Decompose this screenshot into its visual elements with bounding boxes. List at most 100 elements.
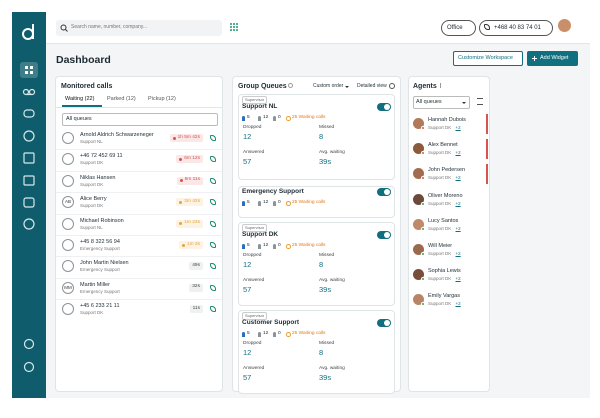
waiting-icon: [286, 244, 291, 249]
toggle-knob: [384, 232, 390, 238]
dialpad-icon[interactable]: [228, 21, 240, 33]
stat-label: Dropped: [243, 341, 262, 346]
nav-settings-ext[interactable]: [23, 218, 35, 230]
agent-avatar: [413, 168, 424, 180]
filter-select[interactable]: [413, 96, 470, 109]
agent-extra: +2: [455, 125, 461, 130]
wait-badge: 1m 23s: [176, 219, 203, 228]
row-divider: [56, 149, 222, 151]
filter-select[interactable]: [62, 113, 218, 126]
agent-name: Will Meier: [428, 243, 453, 249]
stat-value: 39s: [319, 373, 332, 382]
toggle-knob: [384, 189, 390, 195]
stat-members: 5: [247, 200, 250, 205]
caller-avatar: [62, 217, 74, 230]
stat-value: 12: [243, 348, 252, 357]
nav-globe[interactable]: [23, 130, 35, 142]
location-pill[interactable]: [441, 20, 476, 36]
tab[interactable]: Pickup (12): [148, 96, 176, 102]
tab-underline: [62, 105, 102, 107]
stat-value: 57: [243, 285, 252, 294]
wait-dot: [179, 200, 182, 204]
wait-badge: 1m 3s: [178, 241, 203, 249]
stat-calls: 12: [263, 200, 269, 205]
plus-icon: [534, 56, 535, 61]
stat-value: 8: [319, 260, 324, 269]
supervisor-tag: Supervisor: [242, 224, 268, 232]
agent-avatar: [413, 143, 424, 155]
queue-card: [238, 186, 395, 218]
stat-icon: [258, 332, 261, 337]
stat-label: Missed: [319, 341, 335, 346]
queue-card: [238, 310, 395, 394]
presence-dot: [421, 252, 425, 256]
call-button[interactable]: [210, 306, 216, 313]
queue-name: Support DK: [242, 231, 279, 238]
stat-value: 12: [243, 132, 252, 141]
stat-label: Missed: [319, 253, 335, 258]
agent-extra: +2: [455, 200, 461, 206]
caller-name: Alice Berry: [80, 196, 107, 203]
waiting-calls: 25 Waiting calls: [292, 115, 326, 120]
nav-voicemail[interactable]: [22, 88, 36, 96]
filter-icon[interactable]: [477, 98, 483, 105]
stat-available: 0: [278, 243, 281, 248]
call-button[interactable]: [210, 242, 216, 248]
view-checkbox[interactable]: [389, 82, 395, 89]
call-button[interactable]: [210, 177, 216, 184]
call-button[interactable]: [210, 135, 216, 141]
call-button[interactable]: [210, 263, 216, 270]
page-title: Dashboard: [56, 54, 111, 66]
wait-badge: 6m 12s: [176, 155, 203, 164]
nav-calendar[interactable]: [23, 175, 35, 186]
search-box[interactable]: [56, 20, 222, 36]
nav-help[interactable]: [23, 338, 35, 350]
caller-avatar: [62, 281, 74, 294]
agent-extra: +2: [455, 301, 461, 307]
call-button[interactable]: [210, 284, 216, 291]
customize-button[interactable]: [453, 51, 523, 66]
nav-chat[interactable]: [23, 109, 35, 118]
sort-select[interactable]: Custom order: [313, 83, 344, 89]
stat-members: 5: [247, 243, 250, 248]
caller-queue: Emergency Support: [80, 288, 120, 294]
presence-dot: [421, 226, 425, 231]
wait-dot: [182, 243, 185, 247]
button-label[interactable]: Add Widget: [540, 54, 569, 61]
search-icon: [60, 24, 68, 32]
add-widget-button[interactable]: [527, 51, 578, 66]
stat-members: 5: [247, 331, 250, 336]
agent-name: John Pedersen: [428, 167, 465, 174]
agent-queue: Support DK: [428, 276, 452, 282]
caller-queue: Emergency Support: [80, 246, 120, 251]
phone-pill[interactable]: [479, 20, 553, 36]
button-label[interactable]: Customize Workspace: [458, 54, 513, 61]
panel-title: Group Queues: [238, 83, 287, 90]
agent-queue: Support DK: [428, 301, 452, 307]
user-avatar[interactable]: [558, 19, 571, 32]
stat-available: 0: [278, 115, 281, 120]
stat-calls: 12: [263, 331, 269, 336]
stat-icon: [273, 244, 276, 249]
nav-groups[interactable]: [23, 197, 35, 208]
call-button[interactable]: [210, 220, 216, 227]
queue-card: [238, 222, 395, 306]
call-button[interactable]: [210, 156, 216, 163]
wait-badge: 3m 42s: [176, 198, 203, 207]
nav-contacts[interactable]: [23, 152, 35, 164]
tab[interactable]: Waiting (22): [65, 96, 95, 102]
sidebar: [12, 12, 46, 398]
nav-active[interactable]: [20, 62, 38, 78]
view-toggle[interactable]: Detailed view: [357, 83, 387, 89]
tab[interactable]: Parked (12): [107, 96, 136, 102]
stat-label: Dropped: [243, 125, 262, 130]
nav-settings[interactable]: [23, 361, 35, 373]
nav-dashboard[interactable]: [25, 66, 33, 74]
stat-label: Missed: [319, 125, 335, 130]
call-button[interactable]: [210, 199, 216, 206]
search-placeholder: Search name, number, company...: [71, 24, 148, 30]
agent-avatar: [413, 269, 424, 281]
waiting-icon: [286, 332, 291, 337]
row-divider: [56, 299, 222, 301]
row-divider: [56, 256, 222, 258]
